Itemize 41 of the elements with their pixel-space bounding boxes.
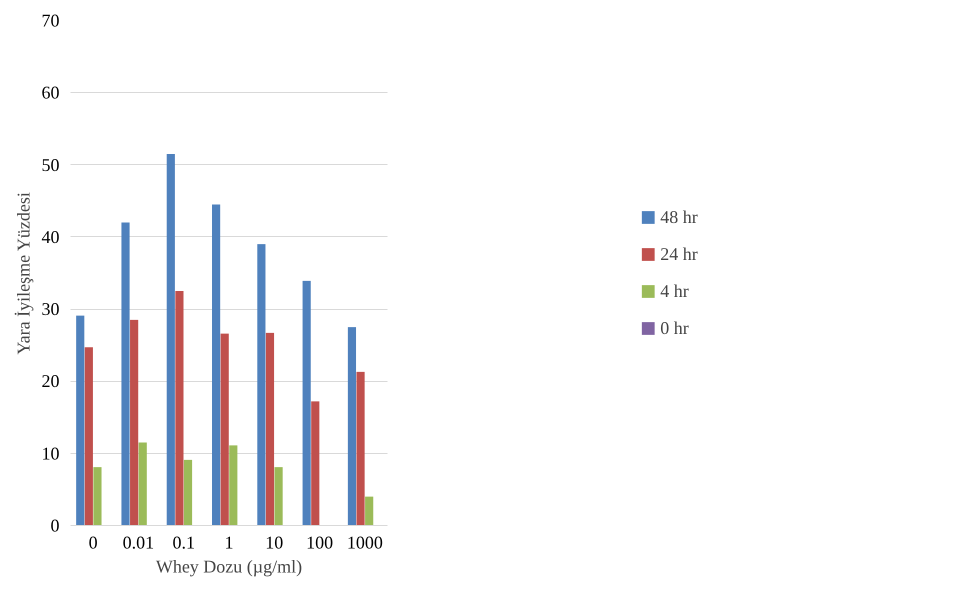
x-axis-title: Whey Dozu (µg/ml) [156, 556, 302, 576]
legend-label: 0 hr [660, 318, 689, 338]
bar [220, 334, 229, 526]
bar [84, 347, 93, 526]
x-tick-label: 0.01 [122, 532, 154, 552]
bar [311, 401, 320, 526]
bar [302, 280, 311, 526]
y-tick-label: 70 [42, 10, 60, 30]
bar [130, 320, 138, 526]
bar [229, 445, 238, 526]
bar [274, 467, 283, 526]
y-tick-label: 50 [42, 154, 60, 175]
y-tick-label: 30 [42, 299, 60, 320]
x-tick-label: 0 [88, 532, 98, 552]
legend-label: 48 hr [660, 206, 698, 228]
bar [166, 154, 175, 526]
bar [175, 291, 184, 526]
x-tick-label: 10 [265, 532, 284, 552]
bar [257, 244, 266, 526]
bar [266, 332, 274, 526]
bar [121, 222, 130, 526]
bar [76, 316, 84, 526]
x-tick-label: 1 [224, 532, 234, 552]
bar [365, 496, 374, 526]
y-tick-label: 40 [42, 226, 60, 247]
legend-label: 4 hr [660, 280, 689, 302]
bar [348, 327, 356, 526]
y-tick-label: 0 [50, 516, 60, 536]
legend-label: 24 hr [660, 244, 698, 264]
x-tick-label: 0.1 [172, 532, 195, 552]
bar [212, 204, 220, 526]
x-tick-label: 1000 [346, 532, 383, 552]
bar [138, 442, 147, 526]
y-tick-label: 20 [42, 371, 60, 392]
bar [93, 467, 102, 526]
bar [184, 460, 192, 526]
x-tick-label: 100 [306, 532, 334, 552]
y-tick-label: 60 [42, 82, 60, 103]
y-tick-label: 10 [42, 443, 60, 464]
bar [356, 372, 365, 526]
y-axis-title: Yara İyileşme Yüzdesi [14, 192, 34, 355]
